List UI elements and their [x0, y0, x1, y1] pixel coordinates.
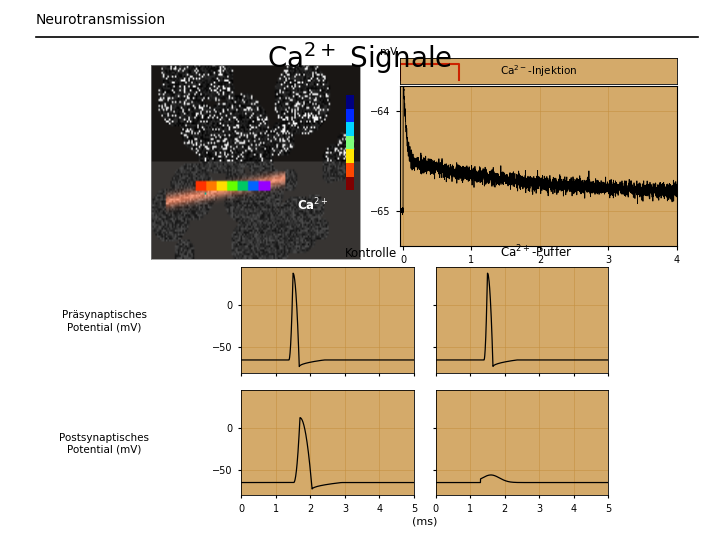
Bar — [346, 95, 354, 109]
Text: Ca$^{2+}$ Signale: Ca$^{2+}$ Signale — [267, 40, 453, 76]
Text: Ca$^{2-}$-Injektion: Ca$^{2-}$-Injektion — [500, 63, 577, 79]
Text: Neurotransmission: Neurotransmission — [36, 14, 166, 28]
Text: Postsynaptisches
Potential (mV): Postsynaptisches Potential (mV) — [59, 433, 150, 455]
Bar — [346, 150, 354, 163]
Text: Präsynaptisches
Potential (mV): Präsynaptisches Potential (mV) — [62, 310, 147, 332]
Text: mV: mV — [380, 46, 397, 57]
Bar — [346, 122, 354, 136]
Text: Kontrolle: Kontrolle — [345, 247, 397, 260]
Text: Ca$^{2+}$: Ca$^{2+}$ — [297, 197, 329, 213]
Text: (ms): (ms) — [412, 516, 438, 526]
Bar — [346, 136, 354, 150]
Text: Ca$^{2+}$-Puffer: Ca$^{2+}$-Puffer — [500, 244, 572, 260]
Bar — [346, 109, 354, 122]
Bar — [346, 163, 354, 177]
Bar — [346, 177, 354, 190]
